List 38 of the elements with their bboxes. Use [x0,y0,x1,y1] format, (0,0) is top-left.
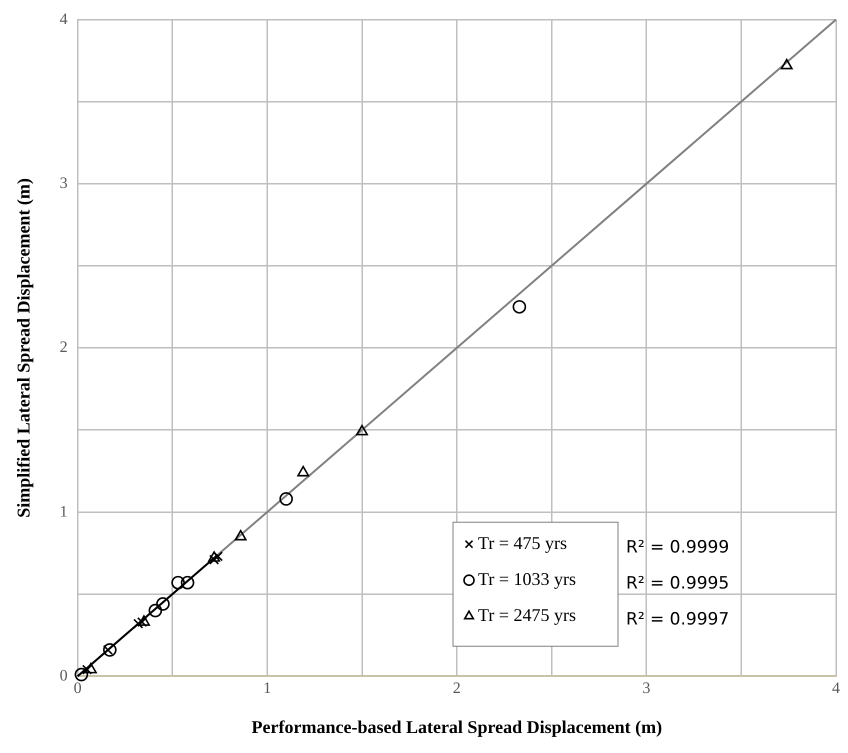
point [297,466,310,476]
point [180,576,194,590]
point [103,643,117,657]
point [234,530,247,540]
point [148,604,162,618]
point [208,551,220,562]
point [512,300,526,314]
x-axis-title: Performance-based Lateral Spread Displacement (m) [252,716,662,737]
point [212,551,223,562]
y-tick-label: 1 [60,503,68,520]
point [138,615,150,626]
y-tick-label: 4 [60,10,68,28]
point [356,424,368,436]
legend-label: Tr = 2475 yrs [478,604,576,625]
y-tick-label: 3 [60,174,68,192]
annotation: R² = 0.9999 [626,538,730,558]
x-tick-label: 4 [832,680,840,698]
point [133,618,144,629]
point [279,492,293,506]
legend-label: Tr = 475 yrs [478,532,568,553]
annotation: R² = 0.9997 [626,610,730,630]
x-tick-label: 0 [74,680,82,698]
point [780,58,793,70]
x-tick-label: 1 [263,680,272,698]
point [82,664,92,675]
x-tick-label: 2 [452,680,461,698]
annotation: R² = 0.9995 [626,574,730,594]
point [156,597,170,611]
point [171,576,185,590]
point [74,668,88,682]
point [84,662,97,674]
legend-label: Tr = 1033 yrs [478,568,576,589]
y-tick-label: 0 [60,667,68,684]
y-tick-label: 2 [60,339,68,356]
point [137,616,148,628]
y-axis-title: Simplified Lateral Spread Displacement (m) [13,178,34,518]
point [209,554,220,565]
x-tick-label: 3 [642,680,650,698]
